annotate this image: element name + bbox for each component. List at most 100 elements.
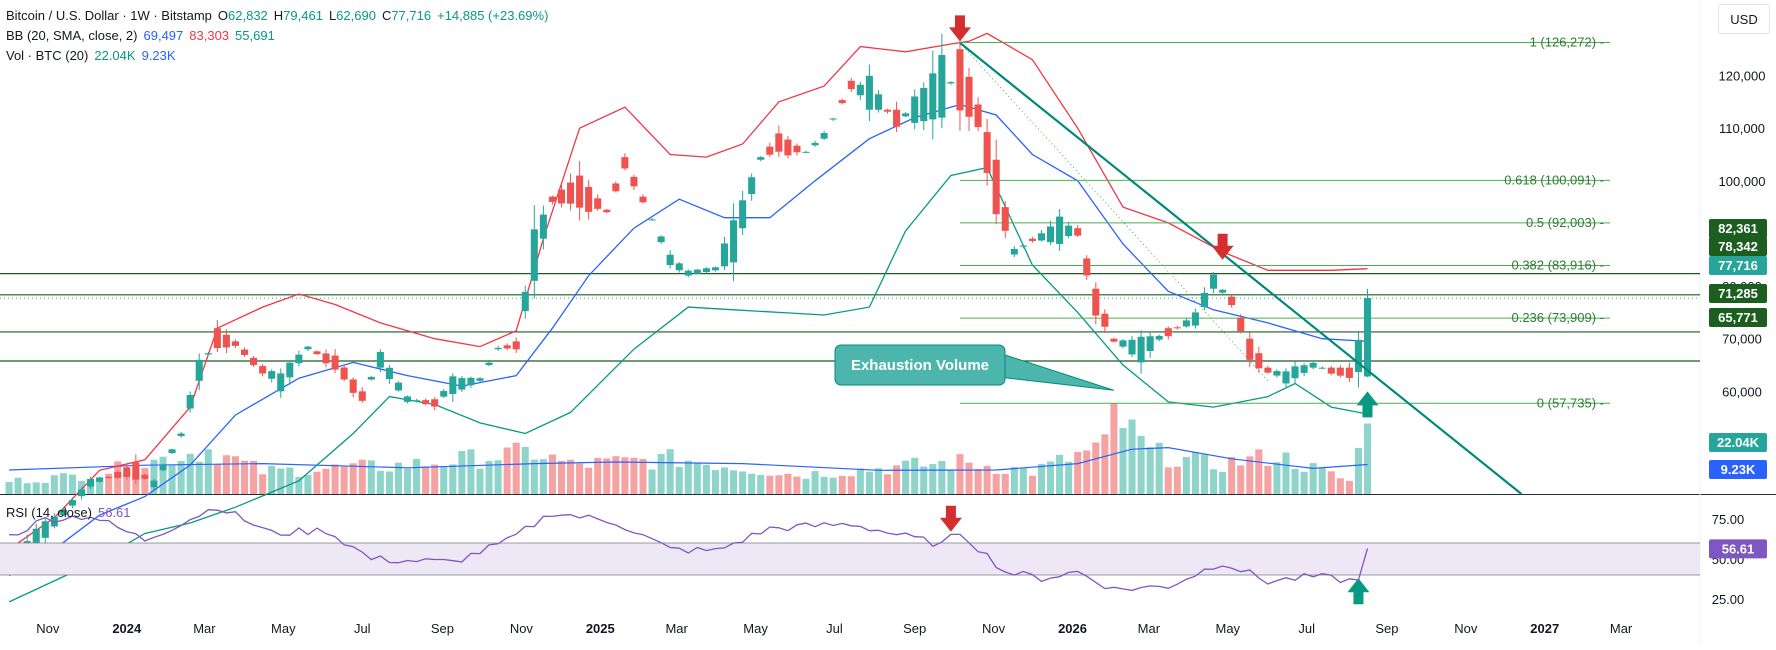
candle-body bbox=[1300, 365, 1308, 373]
price-tag bbox=[1709, 237, 1767, 256]
volume-bar bbox=[693, 462, 701, 494]
candle-body bbox=[349, 379, 357, 393]
candle-body bbox=[902, 113, 910, 117]
volume-bar bbox=[1146, 447, 1154, 494]
volume-bar bbox=[77, 480, 86, 494]
volume-bar bbox=[539, 459, 547, 494]
volume-bar bbox=[1354, 447, 1362, 494]
volume-tag-label: 9.23K bbox=[1721, 462, 1756, 477]
symbol-name[interactable]: Bitcoin / U.S. Dollar · 1W · Bitstamp bbox=[6, 8, 212, 23]
volume-bar bbox=[956, 454, 964, 494]
candle-body bbox=[711, 267, 719, 271]
candle-body bbox=[68, 500, 76, 506]
candle-body bbox=[820, 132, 828, 139]
volume-bar bbox=[802, 478, 810, 494]
candle-body bbox=[159, 464, 167, 471]
volume-bar bbox=[340, 466, 348, 494]
volume-bar bbox=[838, 475, 846, 494]
candle-body bbox=[1101, 313, 1109, 327]
candle-body bbox=[114, 472, 122, 478]
volume-bar bbox=[41, 482, 49, 494]
candle-body bbox=[1327, 367, 1335, 374]
volume-bar bbox=[594, 457, 602, 494]
time-tick-label: Jul bbox=[354, 621, 371, 636]
candle-body bbox=[847, 80, 855, 90]
candle-body bbox=[141, 474, 149, 479]
candle-body bbox=[639, 196, 647, 203]
volume-bar bbox=[557, 460, 566, 494]
candle-body bbox=[539, 214, 547, 239]
candle-body bbox=[313, 351, 321, 355]
volume-bar bbox=[929, 464, 937, 494]
volume-tag bbox=[1709, 460, 1767, 479]
candle-body bbox=[322, 353, 330, 364]
time-tick-label: 2025 bbox=[586, 621, 615, 636]
fib-level-label: 0.382 (83,916) - bbox=[1511, 257, 1604, 272]
arrow-down-icon bbox=[939, 505, 962, 532]
rsi-band bbox=[0, 543, 1700, 575]
candle-body bbox=[612, 183, 620, 192]
volume-bar bbox=[548, 454, 556, 494]
volume-bar bbox=[992, 473, 1000, 494]
time-tick-label: Mar bbox=[1138, 621, 1161, 636]
time-tick-label: May bbox=[1215, 621, 1240, 636]
volume-bar bbox=[1264, 465, 1272, 494]
volume-bar bbox=[1137, 435, 1145, 494]
time-tick-label: Mar bbox=[1610, 621, 1633, 636]
volume-bar bbox=[68, 474, 76, 494]
volume-bar bbox=[268, 465, 276, 494]
candle-body bbox=[666, 254, 674, 266]
bb-legend[interactable]: BB (20, SMA, close, 2) 69,497 83,303 55,691 bbox=[6, 28, 281, 43]
candle-body bbox=[1019, 245, 1027, 247]
volume-bar bbox=[1291, 469, 1299, 494]
volume-bar bbox=[168, 465, 176, 494]
candle-body bbox=[657, 236, 665, 243]
candle-body bbox=[1065, 225, 1073, 237]
candle-body bbox=[367, 376, 375, 380]
volume-bar bbox=[295, 476, 303, 494]
volume-bar bbox=[567, 459, 575, 494]
currency-button[interactable]: USD bbox=[1718, 4, 1770, 34]
volume-bar bbox=[404, 468, 412, 494]
candle-body bbox=[521, 291, 529, 312]
volume-bar bbox=[1065, 461, 1073, 494]
candle-body bbox=[240, 349, 249, 355]
volume-bar bbox=[1037, 463, 1046, 494]
volume-legend[interactable]: Vol · BTC (20) 22.04K 9.23K bbox=[6, 48, 182, 63]
price-tick-label: 70,000 bbox=[1722, 332, 1762, 347]
candle-body bbox=[1010, 248, 1018, 255]
volume-bar bbox=[630, 457, 638, 494]
bb-label: BB (20, SMA, close, 2) bbox=[6, 28, 138, 43]
volume-bar bbox=[639, 459, 647, 494]
rsi-value-tag bbox=[1709, 539, 1767, 559]
volume-bar bbox=[675, 466, 683, 494]
candle-body bbox=[268, 371, 276, 379]
volume-bar bbox=[1092, 442, 1100, 494]
candle-body bbox=[250, 357, 258, 366]
bb-upper-value: 83,303 bbox=[189, 28, 230, 43]
price-tag-label: 82,361 bbox=[1718, 221, 1758, 236]
volume-bar bbox=[766, 475, 774, 494]
candle-body bbox=[503, 345, 511, 349]
arrow-down-icon bbox=[948, 15, 971, 42]
candle-body bbox=[630, 176, 638, 187]
volume-bar bbox=[1173, 466, 1181, 494]
volume-bar bbox=[829, 477, 837, 494]
open-label: O bbox=[217, 8, 229, 23]
rsi-legend[interactable]: RSI (14, close) 56.61 bbox=[6, 505, 137, 520]
volume-bar bbox=[702, 464, 710, 494]
candle-body bbox=[1164, 328, 1172, 337]
candle-body bbox=[186, 395, 194, 409]
volume-bar bbox=[458, 451, 466, 494]
candle-body bbox=[1291, 366, 1299, 379]
candle-body bbox=[829, 118, 837, 120]
volume-bar bbox=[883, 474, 892, 494]
candle-body bbox=[404, 396, 412, 402]
fib-level-label: 1 (126,272) - bbox=[1530, 35, 1604, 50]
bb-basis-value: 69,497 bbox=[143, 28, 184, 43]
candle-body bbox=[739, 200, 747, 229]
high-label: H bbox=[273, 8, 284, 23]
volume-bar bbox=[938, 460, 946, 494]
candle-body bbox=[1092, 288, 1100, 316]
volume-bar bbox=[1019, 468, 1027, 494]
